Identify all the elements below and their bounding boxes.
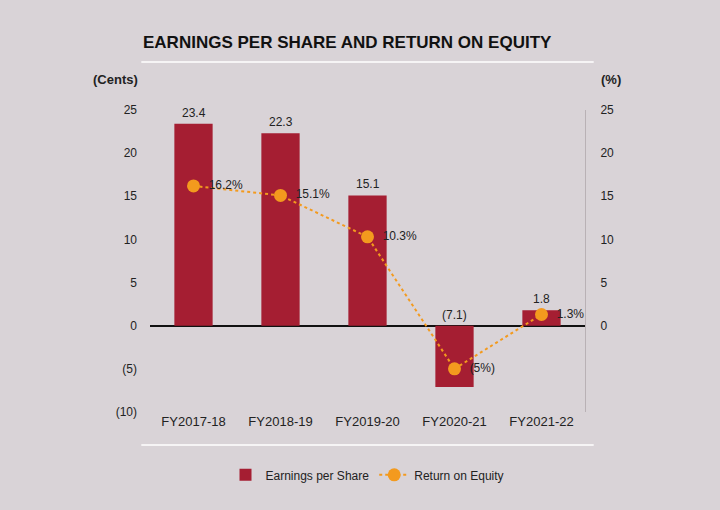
svg-text:FY2020-21: FY2020-21 xyxy=(422,414,486,429)
svg-text:(Cents): (Cents) xyxy=(93,72,138,87)
svg-text:(10): (10) xyxy=(116,405,137,419)
svg-text:(%): (%) xyxy=(601,72,621,87)
svg-text:(7.1): (7.1) xyxy=(442,308,467,322)
svg-text:10.3%: 10.3% xyxy=(377,229,417,243)
svg-text:15: 15 xyxy=(600,189,614,203)
svg-text:(5%): (5%) xyxy=(464,361,495,375)
svg-text:0: 0 xyxy=(130,319,137,333)
svg-text:EARNINGS PER SHARE AND RETURN: EARNINGS PER SHARE AND RETURN ON EQUITY xyxy=(143,33,552,52)
svg-text:Return on Equity: Return on Equity xyxy=(414,469,503,483)
svg-text:10: 10 xyxy=(600,233,614,247)
svg-text:16.2%: 16.2% xyxy=(203,178,243,192)
svg-text:FY2019-20: FY2019-20 xyxy=(335,414,399,429)
svg-text:25: 25 xyxy=(124,103,138,117)
svg-text:5: 5 xyxy=(130,276,137,290)
svg-text:(5): (5) xyxy=(122,362,137,376)
svg-text:15.1%: 15.1% xyxy=(290,187,330,201)
svg-text:25: 25 xyxy=(600,103,614,117)
svg-text:20: 20 xyxy=(600,146,614,160)
svg-text:1.8: 1.8 xyxy=(533,292,550,306)
svg-text:5: 5 xyxy=(600,276,607,290)
svg-text:Earnings per Share: Earnings per Share xyxy=(266,469,370,483)
svg-text:1.3%: 1.3% xyxy=(551,307,585,321)
svg-text:FY2018-19: FY2018-19 xyxy=(248,414,312,429)
svg-text:23.4: 23.4 xyxy=(182,106,206,120)
svg-text:FY2021-22: FY2021-22 xyxy=(509,414,573,429)
svg-text:10: 10 xyxy=(124,233,138,247)
svg-text:15: 15 xyxy=(124,189,138,203)
svg-text:15.1: 15.1 xyxy=(356,177,380,191)
svg-text:22.3: 22.3 xyxy=(269,115,293,129)
svg-text:0: 0 xyxy=(600,319,607,333)
svg-text:20: 20 xyxy=(124,146,138,160)
svg-text:FY2017-18: FY2017-18 xyxy=(161,414,225,429)
